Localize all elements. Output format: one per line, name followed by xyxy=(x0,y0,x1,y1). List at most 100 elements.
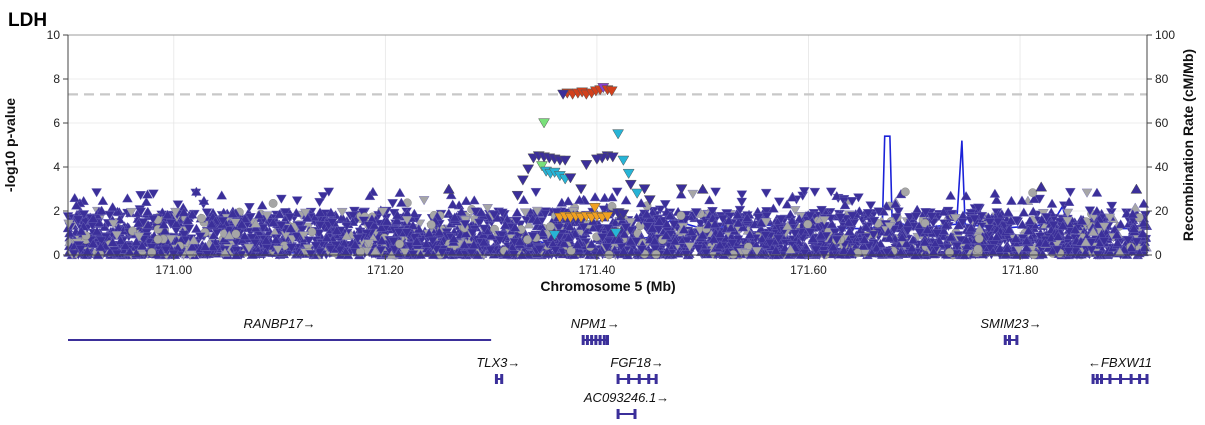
snp-point-highlighted xyxy=(631,188,644,199)
snp-point xyxy=(427,236,438,246)
snp-point xyxy=(709,218,721,229)
snp-point xyxy=(172,242,184,253)
snp-point-highlighted xyxy=(601,211,614,222)
gene-exon xyxy=(1007,335,1011,345)
snp-point xyxy=(659,200,671,210)
snp-point-highlighted xyxy=(1035,181,1048,192)
y-tick-label: 4 xyxy=(53,160,60,174)
snp-point xyxy=(826,219,838,229)
snp-point xyxy=(910,212,922,222)
snp-point xyxy=(635,198,647,208)
snp-point xyxy=(160,245,172,255)
snp-point-highlighted xyxy=(580,160,593,171)
snp-point xyxy=(647,223,658,233)
snp-point xyxy=(723,215,735,225)
snp-point-highlighted xyxy=(624,179,637,191)
snp-point xyxy=(636,245,648,255)
snp-point xyxy=(418,196,430,206)
snp-point xyxy=(606,192,618,202)
y-tick-label: 2 xyxy=(53,204,60,218)
gene-exon xyxy=(606,335,609,345)
snp-point xyxy=(518,194,529,204)
snp-point xyxy=(675,189,687,199)
snp-point xyxy=(107,237,119,247)
snp-point xyxy=(514,236,526,246)
snp-point xyxy=(884,222,895,232)
snp-point xyxy=(697,230,708,240)
snp-point xyxy=(239,230,251,241)
gene-exon xyxy=(647,374,651,384)
snp-point xyxy=(478,224,490,234)
snp-point xyxy=(1037,249,1049,259)
snp-point xyxy=(284,213,296,223)
snp-point-highlighted xyxy=(675,184,688,195)
snp-point xyxy=(349,206,360,216)
snp-point-highlighted xyxy=(588,203,601,214)
snp-point xyxy=(649,244,661,254)
snp-point xyxy=(377,207,389,217)
snp-point xyxy=(1122,235,1134,246)
gene-label-fbxw11: ←FBXW11 xyxy=(1088,355,1152,370)
gene-exon xyxy=(590,335,594,345)
snp-point-highlighted xyxy=(575,184,587,195)
snp-point xyxy=(122,193,133,203)
gene-exon xyxy=(585,335,589,345)
snp-point xyxy=(1036,214,1048,224)
snp-point xyxy=(260,235,272,245)
snp-point xyxy=(1002,207,1014,217)
y-axis-label: -log10 p-value xyxy=(2,98,18,192)
snp-point xyxy=(197,213,206,223)
snp-point xyxy=(124,246,136,256)
snp-point xyxy=(676,211,686,221)
gene-exon xyxy=(598,335,602,345)
snp-point xyxy=(1106,201,1118,211)
snp-point xyxy=(247,249,259,259)
highlighted-snps xyxy=(442,83,1143,241)
snp-point xyxy=(1084,206,1096,216)
snp-point xyxy=(207,241,219,252)
snp-point xyxy=(721,246,733,256)
snp-point-highlighted xyxy=(1130,183,1143,194)
snp-point xyxy=(375,245,387,256)
snp-point xyxy=(907,234,919,245)
snp-point xyxy=(805,228,816,238)
snp-point xyxy=(807,233,819,243)
snp-point xyxy=(511,216,522,226)
snp-point xyxy=(63,219,75,229)
snp-point xyxy=(1052,231,1064,241)
snp-point xyxy=(987,246,999,257)
snp-point xyxy=(736,190,748,200)
snp-point-highlighted xyxy=(557,89,570,100)
y-tick-label: 10 xyxy=(47,28,61,42)
snp-point xyxy=(829,228,841,238)
snp-point xyxy=(1011,216,1022,226)
snp-point xyxy=(178,230,190,240)
snp-point xyxy=(741,212,753,222)
snp-point-highlighted xyxy=(522,164,535,175)
snp-point xyxy=(1091,187,1103,197)
x-tick-label: 171.00 xyxy=(155,263,192,277)
snp-point xyxy=(764,238,776,248)
snp-point-highlighted xyxy=(538,118,550,129)
snp-point xyxy=(460,195,472,205)
snp-point xyxy=(358,216,370,226)
snp-point xyxy=(260,247,271,257)
snp-point xyxy=(618,228,630,239)
snp-point xyxy=(236,219,248,229)
snp-point xyxy=(951,242,963,252)
snp-point xyxy=(700,248,712,259)
snp-point xyxy=(775,215,787,225)
snp-point xyxy=(1046,198,1058,208)
y2-tick-label: 80 xyxy=(1155,72,1169,86)
y2-tick-label: 40 xyxy=(1155,160,1169,174)
snp-point xyxy=(456,206,467,216)
snp-point xyxy=(669,235,681,246)
snp-point xyxy=(803,219,813,229)
snp-point xyxy=(170,207,181,218)
snp-point xyxy=(785,209,796,219)
snp-point xyxy=(599,192,611,202)
snp-point xyxy=(904,213,915,223)
snp-point xyxy=(1001,243,1013,253)
snp-point xyxy=(494,236,506,246)
snp-point-highlighted xyxy=(622,168,635,180)
